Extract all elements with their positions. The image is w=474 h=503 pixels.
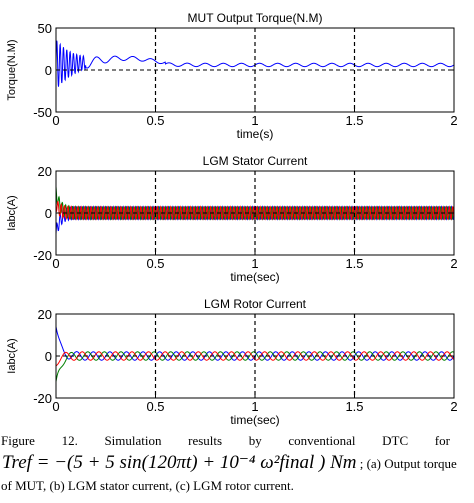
chart-title: MUT Output Torque(N.M)	[188, 11, 323, 25]
caption-line2-tail: ; (a) Output torque	[359, 456, 457, 471]
caption-line-1: Figure 12. Simulation results by convent…	[0, 430, 474, 452]
x-axis-label: time(sec)	[230, 270, 279, 284]
x-tick-label: 0	[52, 256, 59, 271]
figure-caption: Figure 12. Simulation results by convent…	[0, 430, 474, 503]
x-tick-label: 1.5	[345, 256, 363, 271]
x-tick-label: 1.5	[345, 113, 363, 128]
y-tick-label: 0	[45, 349, 52, 364]
x-tick-label: 0	[52, 399, 59, 414]
y-tick-label: 0	[45, 206, 52, 221]
x-tick-label: 2	[450, 399, 457, 414]
x-tick-label: 1	[251, 399, 258, 414]
x-tick-label: 1.5	[345, 399, 363, 414]
y-tick-label: 20	[38, 307, 52, 322]
y-axis-label: Iabc(A)	[6, 338, 18, 373]
simulation-figure: MUT Output Torque(N.M) Torque(N.M) time(s)…	[6, 11, 458, 427]
caption-figure-number: 12.	[61, 433, 78, 448]
chart-title: LGM Stator Current	[203, 154, 308, 168]
x-tick-label: 2	[450, 113, 457, 128]
x-tick-label: 0.5	[146, 113, 164, 128]
y-axis-label: Iabc(A)	[6, 195, 18, 230]
chart-title: LGM Rotor Current	[204, 297, 307, 311]
y-tick-label: -20	[33, 248, 52, 263]
caption-word-3: by	[248, 433, 262, 448]
y-tick-label: -20	[33, 391, 52, 406]
x-tick-label: 0.5	[146, 399, 164, 414]
x-tick-label: 0.5	[146, 256, 164, 271]
chart-panel-3: LGM Rotor Current Iabc(A) time(sec) 0 0.5 1 1.…	[6, 297, 458, 427]
caption-word-6: for	[434, 433, 450, 448]
series-line-3	[56, 201, 454, 221]
y-tick-label: -50	[33, 105, 52, 120]
x-axis-label: time(s)	[237, 127, 274, 141]
y-tick-label: 50	[38, 21, 52, 36]
caption-word-5: DTC	[382, 433, 409, 448]
y-tick-label: 20	[38, 164, 52, 179]
chart-panel-1: MUT Output Torque(N.M) Torque(N.M) time(s)…	[6, 11, 458, 141]
y-axis-label: Torque(N.M)	[6, 39, 18, 100]
x-axis-label: time(sec)	[230, 413, 279, 427]
caption-word-2: results	[188, 433, 223, 448]
x-tick-label: 2	[450, 256, 457, 271]
x-tick-label: 1	[251, 256, 258, 271]
y-tick-label: 0	[45, 63, 52, 78]
caption-word-4: conventional	[288, 433, 356, 448]
caption-figure-label: Figure	[1, 433, 35, 448]
x-tick-label: 1	[251, 113, 258, 128]
caption-equation: Tref = −(5 + 5 sin(120πt) + 10⁻⁴ ω²final…	[2, 452, 357, 473]
chart-panel-2: LGM Stator Current Iabc(A) time(sec) 0 0.5 1 1…	[6, 154, 458, 284]
caption-line-2: Tref = −(5 + 5 sin(120πt) + 10⁻⁴ ω²final…	[0, 452, 474, 475]
caption-word-1: Simulation	[104, 433, 162, 448]
caption-line-3: of MUT, (b) LGM stator current, (c) LGM …	[1, 478, 294, 493]
x-tick-label: 0	[52, 113, 59, 128]
